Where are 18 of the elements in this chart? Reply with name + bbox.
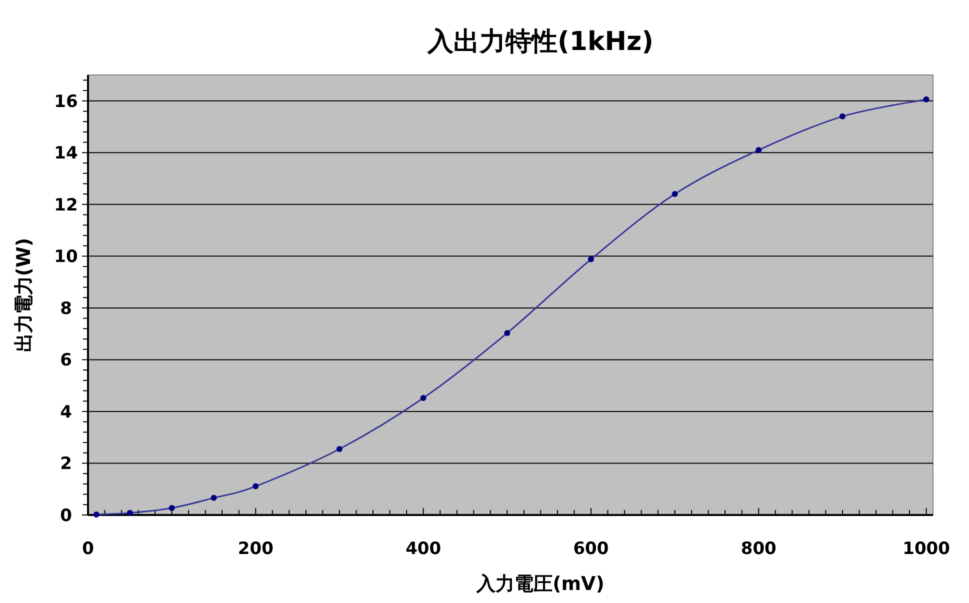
x-tick-label: 600 [573,539,609,559]
x-axis-title: 入力電圧(mV) [476,573,604,595]
y-tick-label: 12 [54,195,78,216]
y-tick-label: 16 [54,92,78,112]
x-tick-label: 0 [82,539,94,559]
y-tick-label: 0 [60,506,72,526]
chart-title: 入出力特性(1kHz) [426,27,654,57]
x-tick-label: 1000 [902,539,950,559]
y-tick-label: 14 [54,144,78,164]
y-tick-label: 2 [60,454,72,474]
x-tick-label: 200 [238,539,274,559]
x-tick-label: 800 [740,539,777,559]
y-tick-label: 6 [60,350,72,371]
x-tick-label: 400 [406,539,442,559]
y-tick-label: 4 [60,402,72,422]
y-tick-label: 8 [60,298,72,319]
y-tick-label: 10 [54,247,78,268]
y-axis-title: 出力電力(W) [13,238,35,352]
